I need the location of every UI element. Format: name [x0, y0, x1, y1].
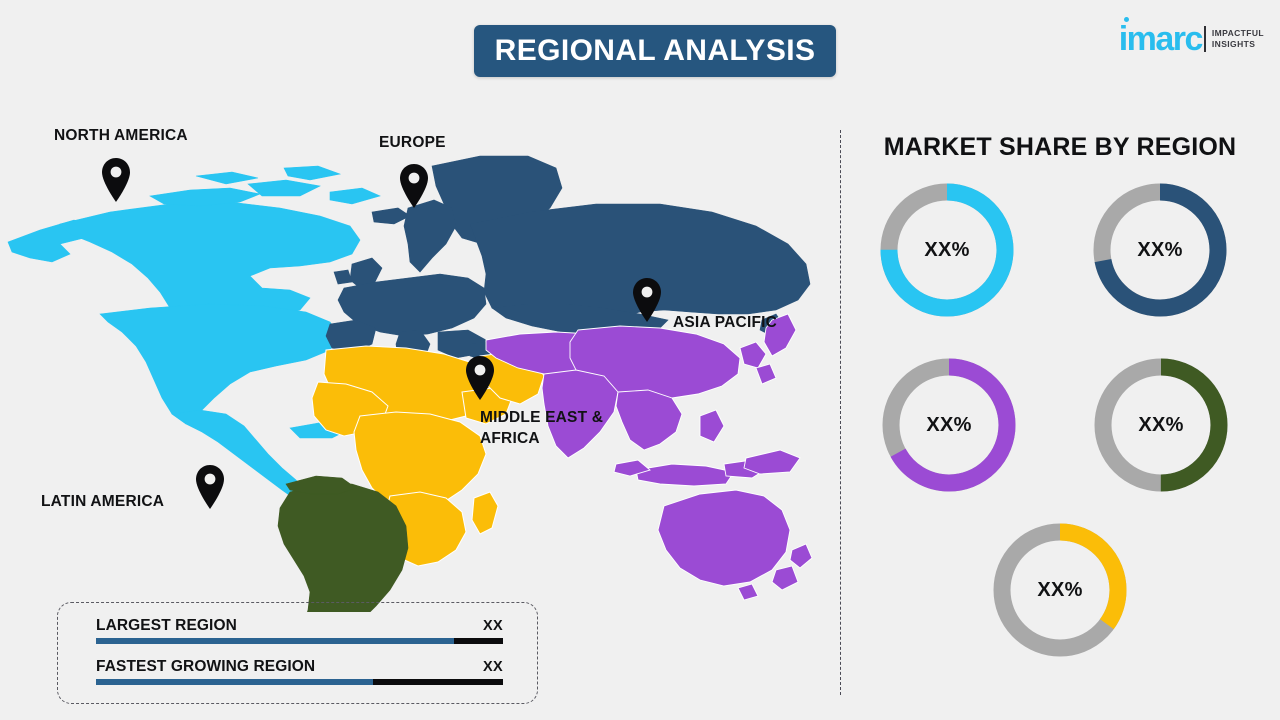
summary-row-fastest-growing-region: FASTEST GROWING REGION XX [96, 658, 503, 685]
summary-bar-largest-region [96, 638, 503, 644]
donut-value-latin-america: XX% [1138, 413, 1184, 436]
summary-label-fastest-growing-region: FASTEST GROWING REGION [96, 658, 316, 675]
map-label-europe: EUROPE [379, 134, 446, 151]
donut-ring-europe [1093, 183, 1227, 317]
logo-tagline-line2: INSIGHTS [1211, 39, 1256, 49]
map-pin-middle-east-africa[interactable] [463, 355, 497, 401]
map-region-asia-pacific[interactable] [485, 313, 813, 601]
brand-logo: imarc IMPACTFUL INSIGHTS [1118, 17, 1264, 58]
map-label-latin-america: LATIN AMERICA [41, 493, 165, 510]
map-pin-asia-pacific[interactable] [630, 277, 664, 323]
panel-title: MARKET SHARE BY REGION [883, 133, 1237, 161]
logo-tagline: IMPACTFUL INSIGHTS [1212, 28, 1264, 51]
map-label-north-america: NORTH AMERICA [54, 127, 188, 144]
summary-value-largest-region: XX [483, 618, 503, 634]
summary-row-largest-region: LARGEST REGION XX [96, 617, 503, 644]
map-label-asia-pacific: ASIA PACIFIC [673, 314, 778, 331]
page-title: REGIONAL ANALYSIS [494, 34, 816, 67]
region-summary-box: LARGEST REGION XX FASTEST GROWING REGION… [57, 602, 538, 704]
donut-gauge-asia-pacific: XX% [879, 355, 1019, 495]
logo-tagline-line1: IMPACTFUL [1211, 27, 1264, 38]
donut-value-europe: XX% [1137, 238, 1183, 261]
donut-value-asia-pacific: XX% [926, 413, 972, 436]
donut-ring-north-america [880, 183, 1014, 317]
donut-ring-latin-america [1094, 358, 1228, 492]
logo-dot-icon [1123, 17, 1129, 22]
logo-word-text: imarc [1118, 20, 1204, 58]
logo-divider [1203, 26, 1206, 52]
summary-label-largest-region: LARGEST REGION [96, 617, 237, 634]
map-region-latin-america[interactable] [277, 475, 409, 612]
donut-value-north-america: XX% [924, 238, 970, 261]
summary-bar-fill-largest-region [96, 638, 455, 644]
vertical-dashed-divider [840, 130, 841, 695]
page-title-banner: REGIONAL ANALYSIS [474, 25, 836, 77]
summary-bar-fill-fastest-growing-region [96, 679, 373, 685]
map-label-middle-east-africa: MIDDLE EAST & AFRICA [480, 409, 604, 447]
map-pin-north-america[interactable] [99, 157, 133, 203]
donut-ring-asia-pacific [882, 358, 1016, 492]
donut-gauge-middle-east-africa: XX% [990, 520, 1130, 660]
summary-value-fastest-growing-region: XX [483, 659, 503, 675]
donut-value-middle-east-africa: XX% [1037, 578, 1083, 601]
world-map [0, 92, 820, 612]
donut-ring-middle-east-africa [993, 523, 1127, 657]
donut-gauge-north-america: XX% [877, 180, 1017, 320]
summary-bar-fastest-growing-region [96, 679, 503, 685]
logo-wordmark: imarc [1118, 17, 1204, 58]
map-pin-latin-america[interactable] [193, 464, 227, 510]
donut-gauge-latin-america: XX% [1091, 355, 1231, 495]
donut-gauge-europe: XX% [1090, 180, 1230, 320]
map-pin-europe[interactable] [397, 163, 431, 209]
